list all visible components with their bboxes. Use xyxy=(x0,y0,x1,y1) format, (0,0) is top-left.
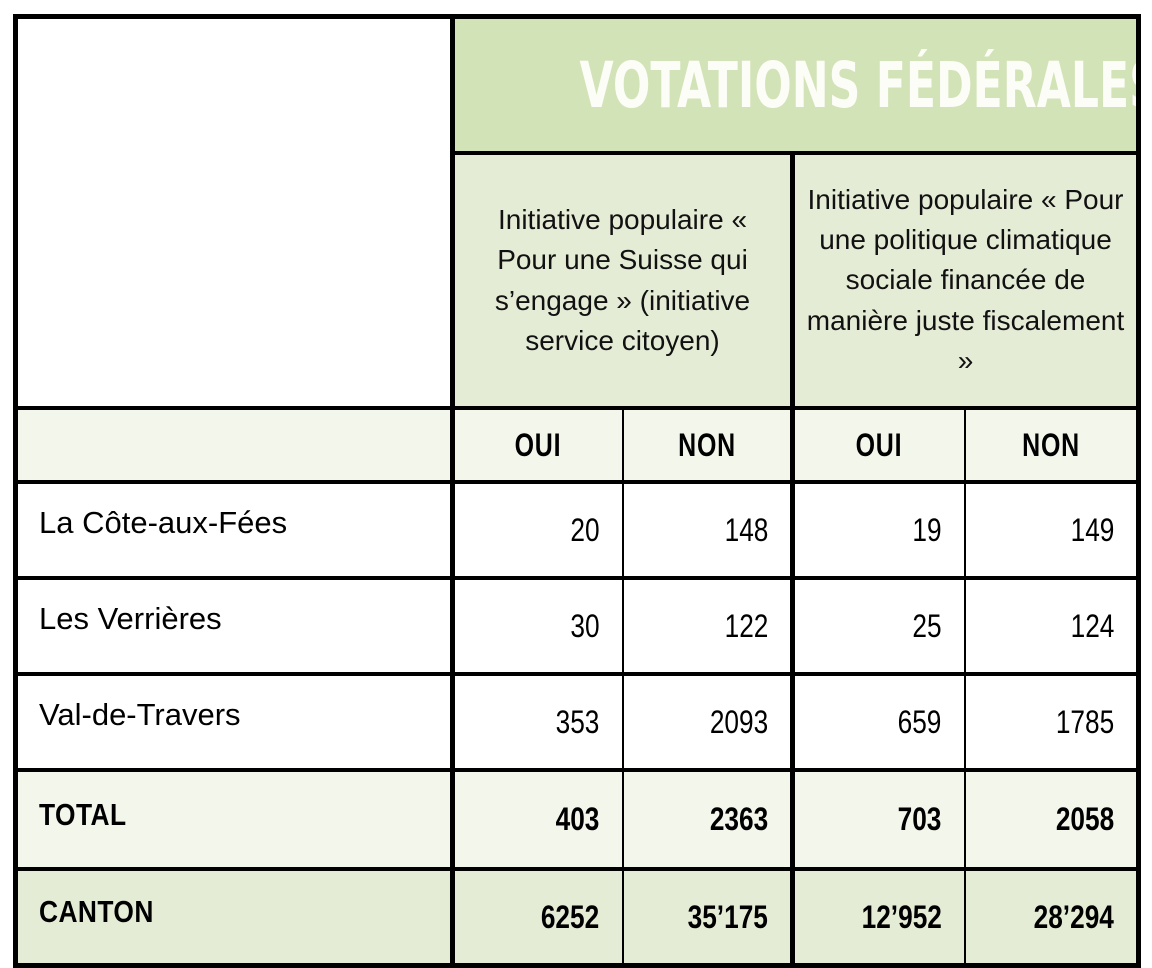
table-row: Val-de-Travers 353 2093 659 1785 xyxy=(15,672,1139,772)
canton-count-cell: 12’952 xyxy=(790,867,966,968)
total-count-cell: 703 xyxy=(790,768,966,871)
votes-table-container: VOTATIONS FÉDÉRALES Initiative populaire… xyxy=(13,14,1142,968)
vote-count-cell: 353 xyxy=(450,672,624,772)
table-row: Les Verrières 30 122 25 124 xyxy=(15,576,1139,676)
canton-count-cell: 6252 xyxy=(450,867,624,968)
total-row: TOTAL 403 2363 703 2058 xyxy=(15,768,1139,871)
total-label-cell: TOTAL xyxy=(15,768,455,871)
commune-name: Les Verrières xyxy=(15,576,455,676)
vote-count-cell: 1785 xyxy=(963,672,1139,772)
commune-name: La Côte-aux-Fées xyxy=(15,480,455,580)
canton-count-cell: 28’294 xyxy=(963,867,1139,968)
table-title-text: VOTATIONS FÉDÉRALES xyxy=(579,48,1139,122)
vote-count-cell: 25 xyxy=(790,576,966,676)
vote-header-non-1: NON xyxy=(621,406,795,484)
initiative-2-header: Initiative populaire « Pour une politiqu… xyxy=(789,151,1139,410)
federal-votes-table: VOTATIONS FÉDÉRALES Initiative populaire… xyxy=(13,14,1142,968)
vote-count-cell: 20 xyxy=(450,480,624,580)
vote-header-oui-1: OUI xyxy=(450,406,624,484)
canton-row: CANTON 6252 35’175 12’952 28’294 xyxy=(15,867,1139,968)
vote-count-cell: 659 xyxy=(790,672,966,772)
vote-header-non-2: NON xyxy=(963,406,1139,484)
vote-header-empty-cell xyxy=(15,406,455,484)
total-count-cell: 2058 xyxy=(963,768,1139,871)
table-row: La Côte-aux-Fées 20 148 19 149 xyxy=(15,480,1139,580)
vote-count-cell: 148 xyxy=(621,480,795,580)
commune-name: Val-de-Travers xyxy=(15,672,455,772)
canton-label-cell: CANTON xyxy=(15,867,455,968)
vote-count-cell: 122 xyxy=(621,576,795,676)
initiative-1-header: Initiative populaire « Pour une Suisse q… xyxy=(450,151,795,410)
table-title: VOTATIONS FÉDÉRALES xyxy=(449,14,1140,155)
canton-count-cell: 35’175 xyxy=(621,867,795,968)
vote-count-cell: 19 xyxy=(790,480,966,580)
corner-empty-cell xyxy=(15,14,455,410)
vote-count-cell: 30 xyxy=(450,576,624,676)
vote-header-oui-2: OUI xyxy=(790,406,966,484)
vote-count-cell: 149 xyxy=(963,480,1139,580)
vote-count-cell: 2093 xyxy=(621,672,795,772)
vote-count-cell: 124 xyxy=(963,576,1139,676)
total-count-cell: 403 xyxy=(450,768,624,871)
total-count-cell: 2363 xyxy=(621,768,795,871)
